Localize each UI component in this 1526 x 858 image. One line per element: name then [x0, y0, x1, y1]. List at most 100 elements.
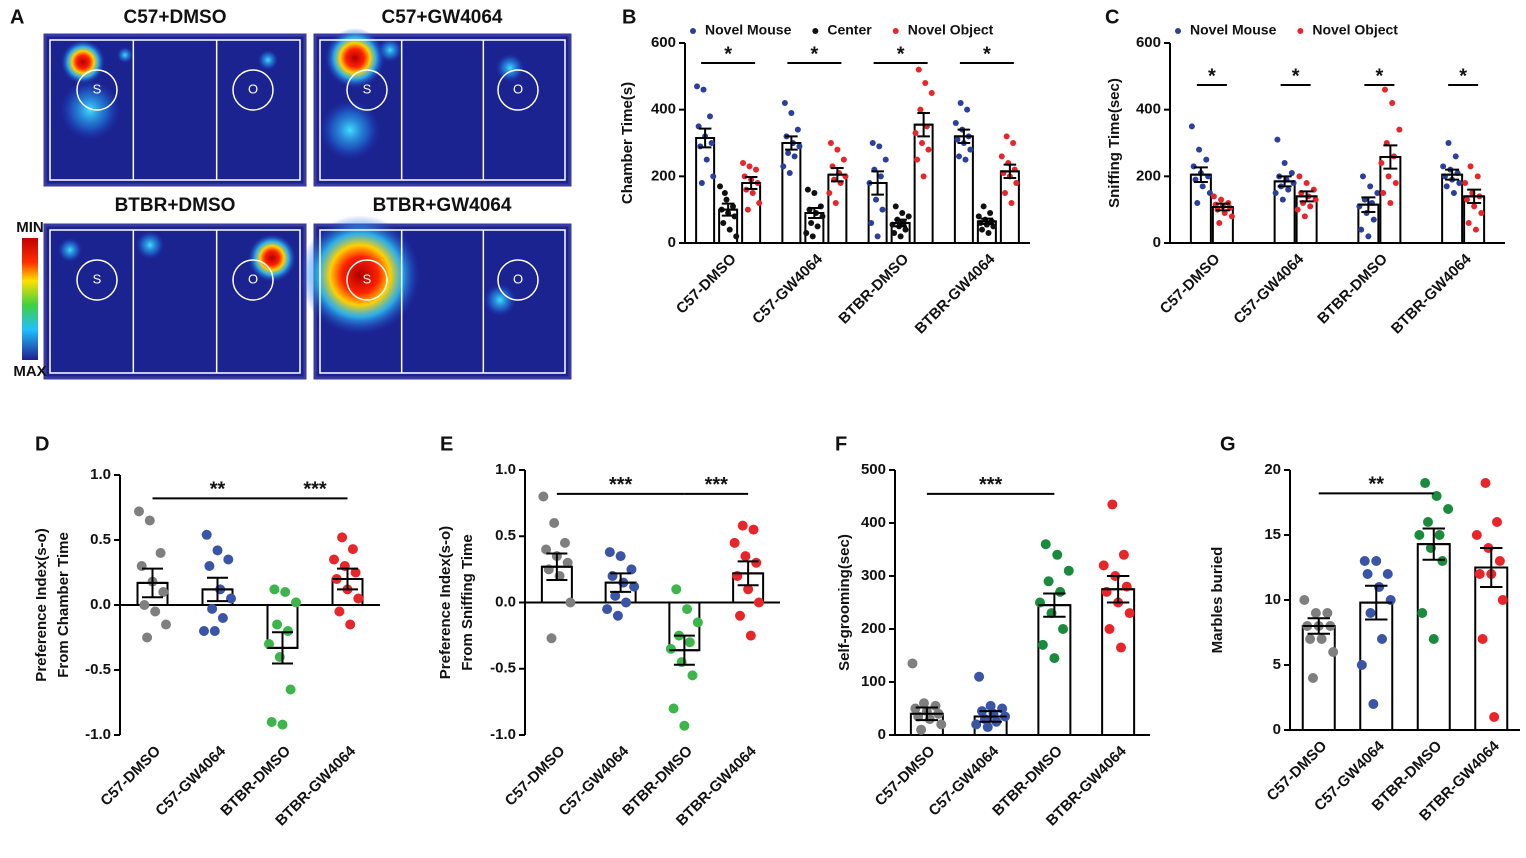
data-point — [964, 106, 971, 113]
data-point — [282, 626, 293, 636]
error-bar — [1102, 575, 1135, 604]
data-point — [1456, 180, 1463, 186]
data-point — [668, 703, 679, 714]
data-point — [1328, 647, 1339, 657]
data-point — [832, 200, 839, 206]
data-point — [541, 544, 552, 555]
arena — [49, 39, 301, 181]
panel-label: G — [1220, 433, 1236, 455]
y-tick-label: 200 — [1136, 167, 1161, 184]
data-point — [918, 698, 929, 709]
zone-label: O — [248, 81, 258, 96]
data-point — [882, 156, 889, 163]
data-point — [740, 551, 751, 562]
data-point — [1443, 183, 1450, 190]
data-point — [272, 619, 283, 630]
data-point — [1049, 653, 1060, 664]
data-point — [1474, 569, 1485, 579]
y-tick-label: 200 — [651, 167, 676, 184]
data-point — [1365, 608, 1376, 618]
data-point — [1471, 530, 1482, 540]
data-point — [874, 233, 881, 240]
data-point — [266, 717, 277, 727]
data-point — [223, 554, 234, 565]
data-point — [201, 529, 212, 540]
data-point — [1118, 549, 1129, 560]
zone — [76, 69, 118, 111]
y-tick-label: 600 — [651, 34, 676, 51]
data-point — [907, 658, 918, 669]
heat-blob — [58, 238, 82, 262]
data-point — [1040, 539, 1051, 550]
data-point — [698, 180, 705, 186]
data-point — [1196, 146, 1203, 153]
data-point — [834, 146, 841, 153]
data-point — [1371, 556, 1382, 566]
data-point — [139, 600, 150, 610]
data-point — [876, 143, 883, 150]
data-point — [985, 700, 996, 711]
data-point — [744, 206, 751, 213]
heat-blob — [325, 28, 385, 88]
y-axis-label: Preference Index(s-o) — [33, 528, 50, 681]
data-point — [920, 173, 927, 180]
data-point — [1378, 160, 1385, 166]
data-point — [785, 150, 792, 156]
panel-label: C — [1105, 6, 1119, 28]
data-point — [954, 136, 961, 143]
data-point — [1296, 173, 1303, 180]
data-point — [879, 206, 886, 213]
heatmap-title: C57+GW4064 — [382, 7, 503, 28]
significance-label: * — [983, 43, 991, 65]
bar — [1273, 180, 1296, 244]
data-point — [868, 220, 875, 226]
data-point — [1221, 210, 1228, 216]
data-point — [914, 156, 921, 163]
x-tick-label: C57-DMSO — [97, 742, 164, 809]
data-point — [925, 146, 932, 153]
significance-label: * — [724, 43, 732, 65]
data-point — [915, 66, 922, 73]
legend-label: Novel Mouse — [705, 22, 792, 38]
error-bar — [605, 572, 636, 593]
data-point — [1312, 196, 1319, 203]
legend-label: Novel Mouse — [1190, 22, 1277, 38]
data-point — [826, 190, 833, 196]
data-point — [549, 518, 560, 528]
error-bar — [910, 706, 943, 722]
data-point — [1494, 556, 1505, 566]
chart: F Self-grooming(sec) 0 100 200 300 400 500 C57-D… — [835, 433, 1150, 829]
data-point — [226, 593, 236, 604]
data-point — [974, 671, 985, 682]
panel-label: F — [835, 433, 847, 455]
bar — [1037, 604, 1072, 737]
error-bar — [1464, 188, 1485, 204]
significance-label: * — [1459, 65, 1467, 87]
data-point — [814, 223, 821, 230]
data-point — [957, 100, 964, 106]
data-point — [1294, 206, 1301, 213]
heat-blob — [496, 54, 524, 82]
zone — [497, 69, 539, 111]
data-point — [743, 584, 754, 595]
x-tick-label: C57-GW4064 — [749, 250, 826, 327]
data-point — [212, 545, 223, 556]
data-point — [1382, 569, 1393, 579]
error-bar — [1212, 202, 1233, 212]
data-point — [1474, 173, 1481, 180]
data-point — [264, 639, 274, 649]
data-point — [1307, 673, 1318, 683]
data-point — [1063, 565, 1074, 576]
data-point — [1387, 200, 1394, 206]
data-point — [892, 203, 899, 210]
data-point — [604, 547, 615, 558]
error-bar — [977, 217, 996, 225]
data-point — [827, 140, 834, 146]
y-axis-label: From Chamber Time — [55, 532, 72, 678]
significance-label: * — [1208, 65, 1216, 87]
error-bar — [1417, 527, 1450, 561]
data-point — [684, 637, 695, 648]
x-tick-label: BTBR-GW4064 — [912, 250, 999, 337]
y-axis-label: Sniffing Time(sec) — [1106, 78, 1123, 208]
data-point — [1322, 608, 1333, 618]
